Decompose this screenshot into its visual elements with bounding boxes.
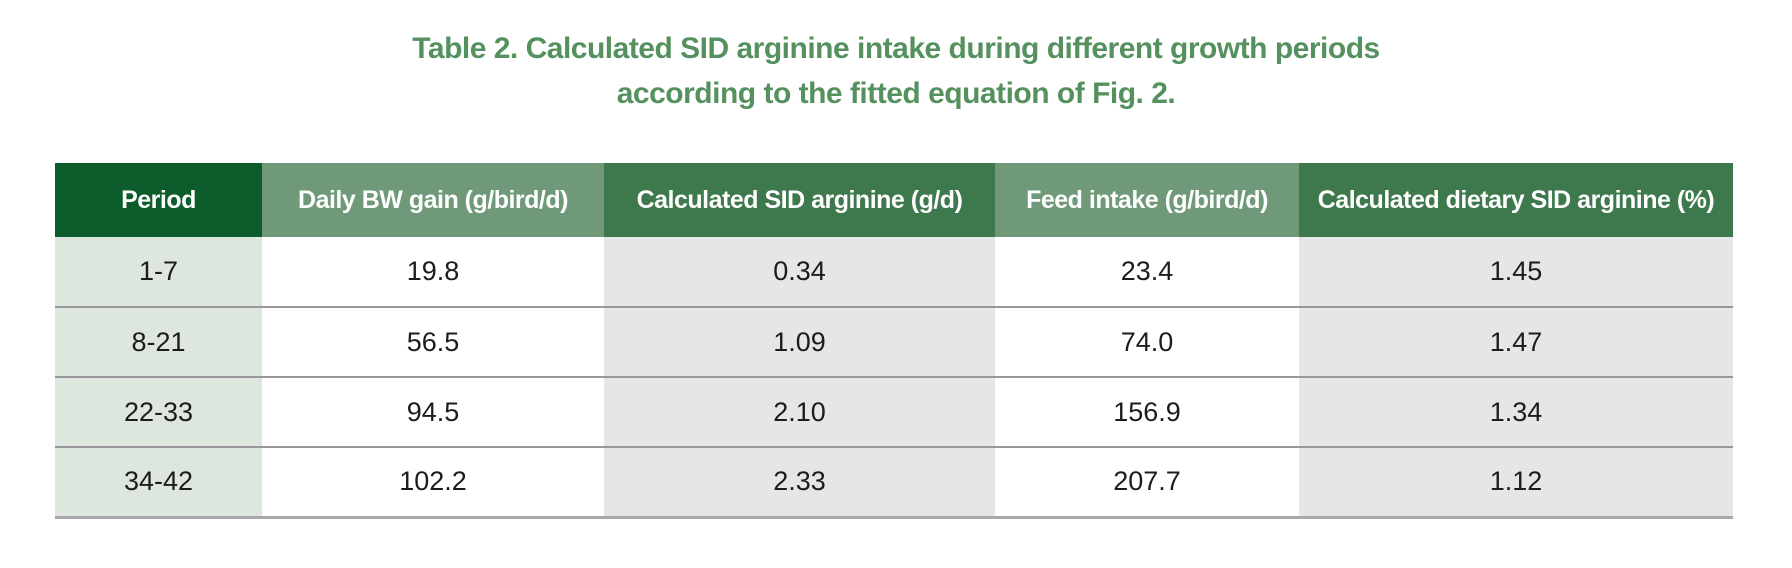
cell-feed-intake: 156.9 xyxy=(995,376,1299,447)
column-header-period: Period xyxy=(55,163,262,237)
cell-period: 34-42 xyxy=(55,446,262,517)
table-title-line2: according to the fitted equation of Fig.… xyxy=(616,77,1176,110)
cell-period: 1-7 xyxy=(55,237,262,307)
table-row: 8-21 56.5 1.09 74.0 1.47 xyxy=(55,306,1733,377)
column-header-calc-dietary-sid: Calculated dietary SID arginine (%) xyxy=(1299,163,1733,237)
cell-daily-bw-gain: 56.5 xyxy=(262,306,604,377)
header-row: Period Daily BW gain (g/bird/d) Calculat… xyxy=(55,163,1733,237)
column-header-feed-intake: Feed intake (g/bird/d) xyxy=(995,163,1299,237)
column-header-daily-bw-gain: Daily BW gain (g/bird/d) xyxy=(262,163,604,237)
cell-feed-intake: 207.7 xyxy=(995,446,1299,517)
cell-dietary-sid: 1.12 xyxy=(1299,446,1733,517)
table-row: 34-42 102.2 2.33 207.7 1.12 xyxy=(55,446,1733,517)
table-title: Table 2. Calculated SID arginine intake … xyxy=(0,26,1792,116)
cell-calc-sid: 2.10 xyxy=(604,376,995,447)
cell-daily-bw-gain: 94.5 xyxy=(262,376,604,447)
table-title-line1: Table 2. Calculated SID arginine intake … xyxy=(412,32,1380,65)
sid-arginine-table: Period Daily BW gain (g/bird/d) Calculat… xyxy=(55,163,1733,519)
column-header-calc-sid-arginine: Calculated SID arginine (g/d) xyxy=(604,163,995,237)
cell-dietary-sid: 1.47 xyxy=(1299,306,1733,377)
cell-calc-sid: 0.34 xyxy=(604,237,995,307)
table-row: 22-33 94.5 2.10 156.9 1.34 xyxy=(55,376,1733,447)
cell-feed-intake: 74.0 xyxy=(995,306,1299,377)
cell-dietary-sid: 1.45 xyxy=(1299,237,1733,307)
cell-period: 8-21 xyxy=(55,306,262,377)
cell-period: 22-33 xyxy=(55,376,262,447)
cell-calc-sid: 1.09 xyxy=(604,306,995,377)
table-row: 1-7 19.8 0.34 23.4 1.45 xyxy=(55,237,1733,307)
cell-daily-bw-gain: 102.2 xyxy=(262,446,604,517)
cell-calc-sid: 2.33 xyxy=(604,446,995,517)
cell-daily-bw-gain: 19.8 xyxy=(262,237,604,307)
cell-dietary-sid: 1.34 xyxy=(1299,376,1733,447)
cell-feed-intake: 23.4 xyxy=(995,237,1299,307)
